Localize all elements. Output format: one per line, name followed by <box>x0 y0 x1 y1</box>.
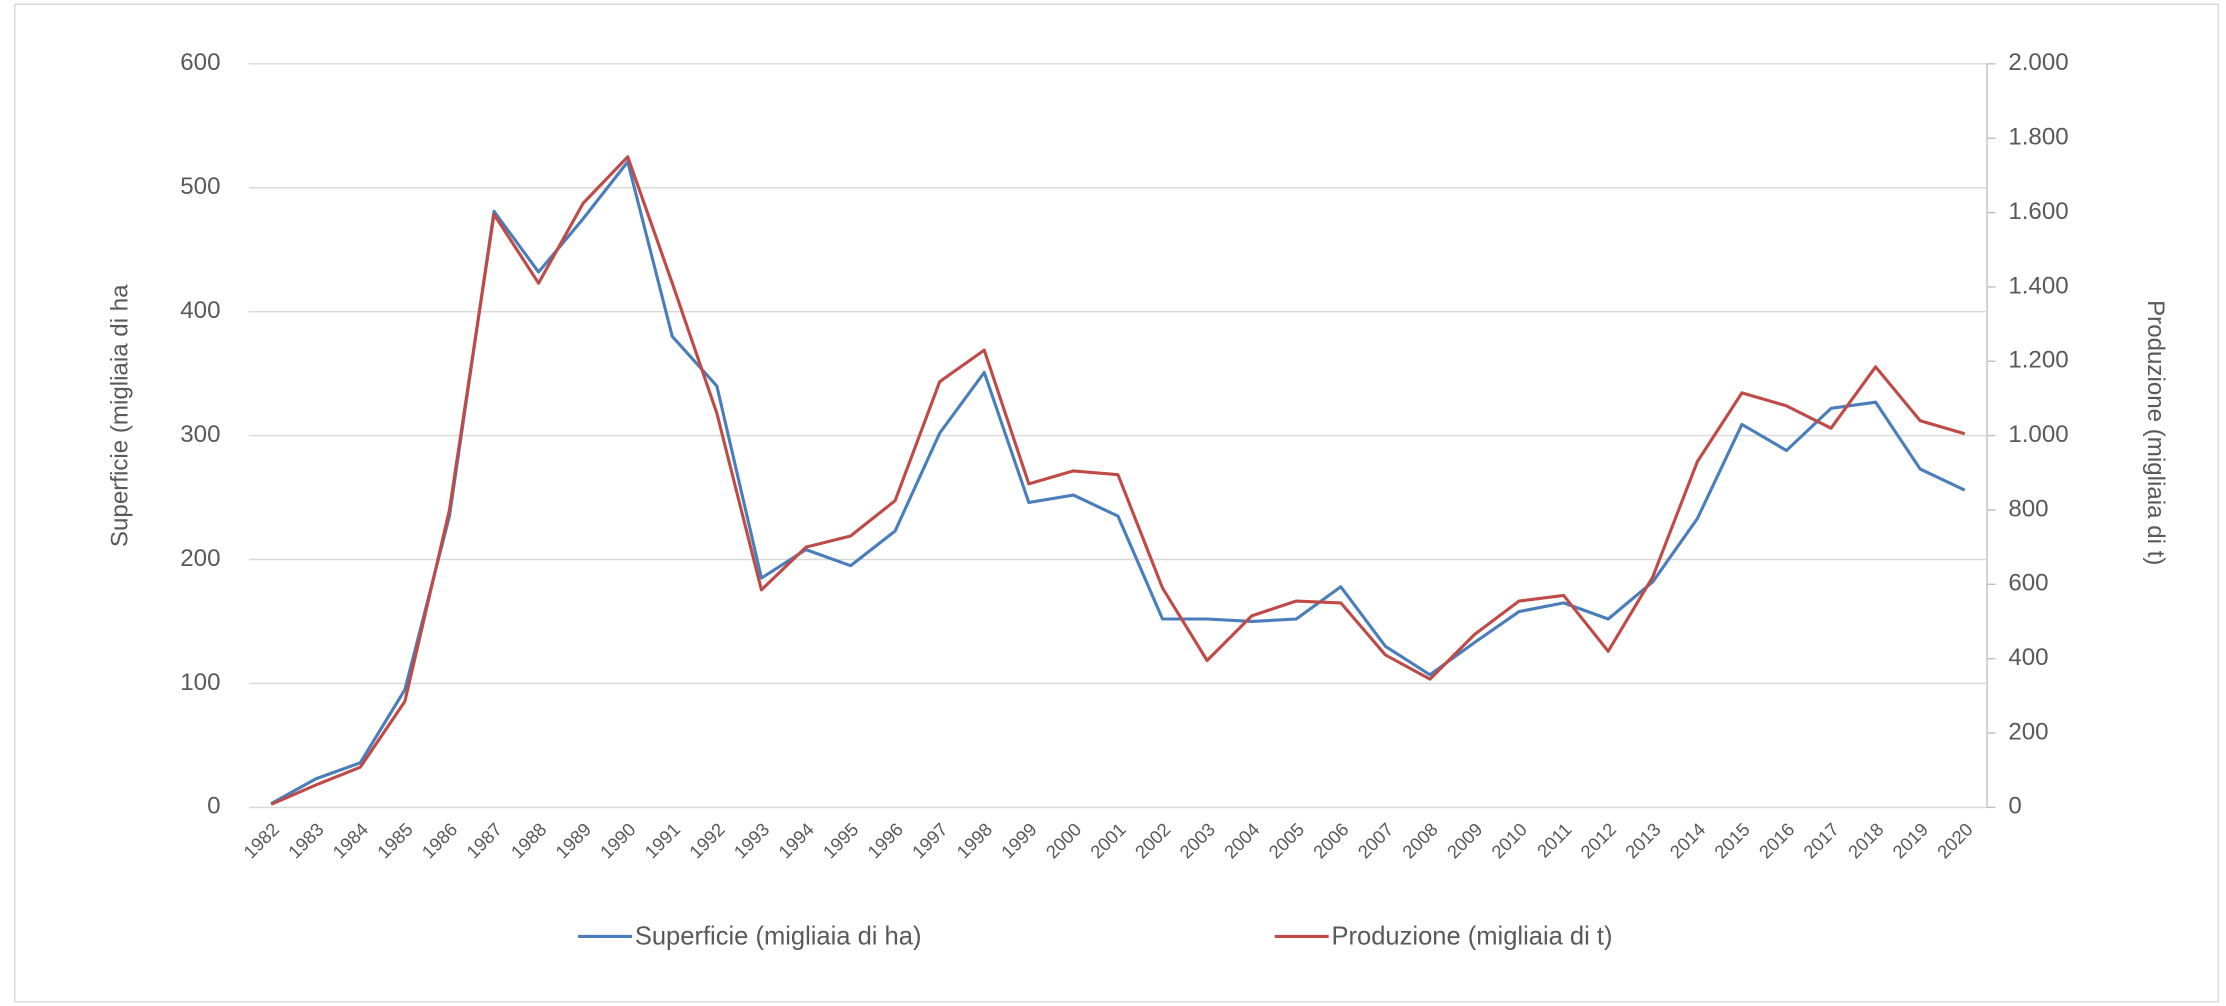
y2-tick-label: 1.600 <box>2008 198 2068 225</box>
y2-axis-label: Produzione (migliaia di t) <box>2142 300 2169 565</box>
y-tick-label: 200 <box>180 545 220 572</box>
y2-tick-label: 0 <box>2008 793 2021 820</box>
series-line <box>270 155 1966 806</box>
y-tick-label: 0 <box>207 793 220 820</box>
y2-tick-label: 600 <box>2008 570 2048 597</box>
y-tick-label: 300 <box>180 421 220 448</box>
y-tick-label: 500 <box>180 173 220 200</box>
y-tick-label: 400 <box>180 297 220 324</box>
y2-tick-label: 2.000 <box>2008 49 2068 76</box>
y2-tick-label: 1.000 <box>2008 421 2068 448</box>
y2-tick-label: 400 <box>2008 644 2048 671</box>
legend-label: Produzione (migliaia di t) <box>1332 923 1613 951</box>
y2-tick-label: 800 <box>2008 495 2048 522</box>
y2-tick-label: 1.200 <box>2008 347 2068 374</box>
legend-label: Superficie (migliaia di ha) <box>635 923 922 951</box>
chart-border <box>14 3 2220 1003</box>
y2-tick-label: 200 <box>2008 718 2048 745</box>
y2-tick-label: 1.400 <box>2008 272 2068 299</box>
y-tick-label: 100 <box>180 669 220 696</box>
y-axis-label: Superficie (migliaia di ha <box>107 284 134 547</box>
y-tick-label: 600 <box>180 49 220 76</box>
y2-tick-label: 1.800 <box>2008 124 2068 151</box>
